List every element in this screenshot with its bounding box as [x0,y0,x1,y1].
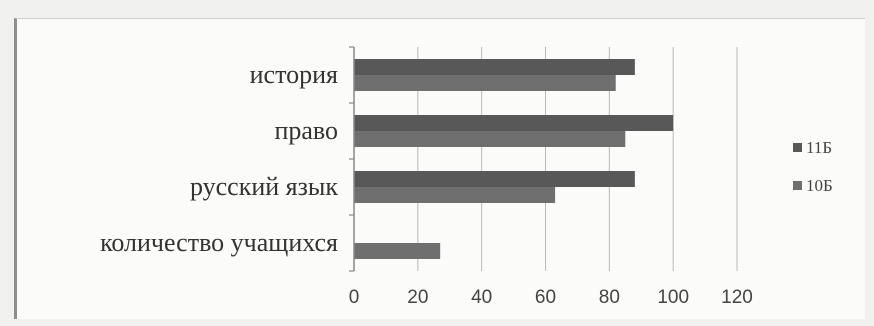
bar-chart: история право русский язык количество учащи… [100,46,833,308]
x-axis-tick-labels: 0 20 40 60 80 100 120 [349,287,753,308]
bar-10Б-0 [354,75,616,91]
category-label: количество учащихся [100,228,338,257]
x-tick-label: 80 [599,287,620,308]
category-labels: история право русский язык количество учащи… [100,60,338,257]
legend-label: 10Б [806,176,833,195]
bars [354,59,674,259]
bar-10Б-1 [354,131,626,147]
chart-frame: история право русский язык количество учащи… [14,18,865,319]
x-tick-label: 0 [349,287,360,308]
x-tick-label: 20 [407,287,428,308]
x-tick-label: 40 [471,287,492,308]
legend-label: 11Б [806,138,832,157]
category-label: право [274,116,338,145]
legend: 11Б 10Б [793,138,833,195]
bar-10Б-2 [354,187,556,203]
category-label: история [250,60,338,89]
category-label: русский язык [190,172,338,201]
x-tick-label: 60 [535,287,556,308]
bar-10Б-3 [354,243,441,259]
x-tick-label: 120 [721,287,753,308]
legend-swatch-11Б [793,143,802,152]
legend-swatch-10Б [793,181,802,190]
x-tick-label: 100 [657,287,689,308]
bar-11Б-0 [354,59,635,75]
bar-11Б-2 [354,171,635,187]
y-axis-ticks [349,46,354,272]
bar-11Б-1 [354,115,674,131]
